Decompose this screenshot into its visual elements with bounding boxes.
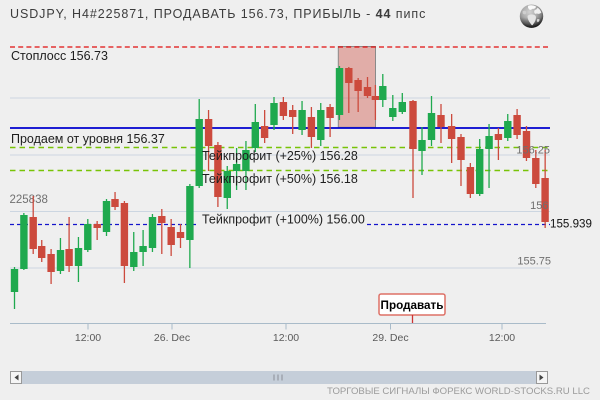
svg-text:Стоплосс 156.73: Стоплосс 156.73: [11, 49, 108, 63]
svg-text:155.75: 155.75: [517, 256, 551, 268]
svg-text:155.939: 155.939: [550, 218, 592, 231]
svg-text:12:00: 12:00: [75, 332, 101, 344]
svg-text:12:00: 12:00: [273, 332, 299, 344]
svg-text:Тейкпрофит (+25%) 156.28: Тейкпрофит (+25%) 156.28: [202, 149, 358, 163]
svg-text:Тейкпрофит (+50%) 156.18: Тейкпрофит (+50%) 156.18: [202, 172, 358, 186]
svg-text:12:00: 12:00: [489, 332, 515, 344]
svg-text:26. Dec: 26. Dec: [154, 332, 190, 344]
svg-text:Продавать: Продавать: [381, 299, 444, 312]
svg-text:156.25: 156.25: [516, 145, 550, 157]
svg-text:Тейкпрофит (+100%) 156.00: Тейкпрофит (+100%) 156.00: [202, 213, 365, 227]
svg-text:29. Dec: 29. Dec: [372, 332, 408, 344]
svg-text:Продаем от уровня 156.37: Продаем от уровня 156.37: [11, 132, 165, 146]
svg-text:USDJPY, H4#225871, ПРОДАВАТЬ 1: USDJPY, H4#225871, ПРОДАВАТЬ 156.73, ПРИ…: [10, 7, 426, 21]
svg-text:156: 156: [530, 200, 548, 212]
svg-text:ТОРГОВЫЕ СИГНАЛЫ ФОРЕКС WORLD-: ТОРГОВЫЕ СИГНАЛЫ ФОРЕКС WORLD-STOCKS.RU …: [327, 386, 590, 397]
svg-text:225838: 225838: [10, 194, 48, 206]
